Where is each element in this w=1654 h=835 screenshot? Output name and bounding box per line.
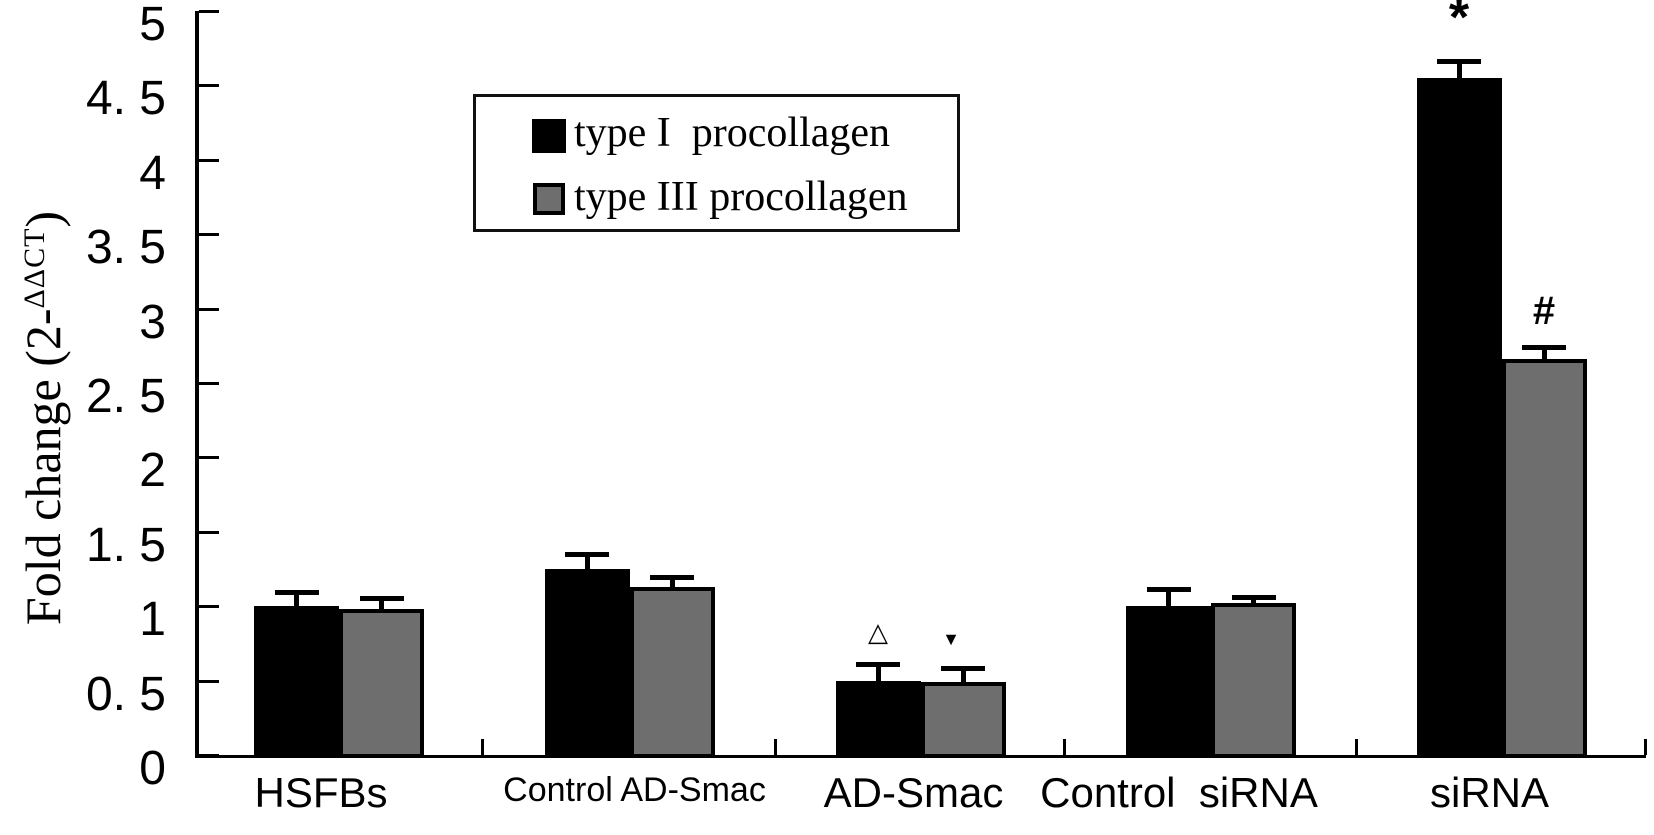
error-bar-cap xyxy=(274,590,319,596)
bar-typeI-3 xyxy=(835,680,921,758)
error-bar-whisker xyxy=(669,579,675,587)
y-axis-tick-label: 3 xyxy=(139,295,166,349)
y-axis-tick xyxy=(199,10,219,13)
error-bar-whisker xyxy=(875,665,881,681)
annotation-asterisk: * xyxy=(1448,0,1470,48)
error-bar-cap xyxy=(1231,594,1276,600)
error-bar-whisker xyxy=(1541,348,1547,360)
y-axis-tick-label: 1. 5 xyxy=(85,518,166,572)
y-axis-tick xyxy=(199,679,219,683)
error-bar-cap xyxy=(359,596,404,602)
y-axis-tick-label: 0 xyxy=(139,742,166,795)
annotation-hash: # xyxy=(1532,288,1556,333)
legend-label-type-III: type III procollagen xyxy=(574,174,908,220)
y-axis-line xyxy=(195,11,199,758)
legend-swatch-type-I-icon xyxy=(532,119,566,153)
y-axis-tick-label: 2. 5 xyxy=(85,370,166,423)
x-axis-divider-tick xyxy=(1355,739,1358,755)
x-axis-label-2: Control AD-Smac xyxy=(503,771,766,809)
y-axis-tick xyxy=(199,530,219,534)
error-bar-whisker xyxy=(1251,598,1256,604)
bar-typeI-4 xyxy=(1126,606,1211,758)
bar-typeI-1 xyxy=(254,606,339,758)
error-bar-whisker xyxy=(1456,63,1462,78)
legend-swatch-type-III-icon xyxy=(533,183,565,215)
y-axis-tick-label: 4. 5 xyxy=(85,72,166,126)
x-axis-divider-tick xyxy=(1644,739,1647,755)
error-bar-cap xyxy=(856,661,900,667)
error-bar-whisker xyxy=(960,670,966,683)
bar-typeI-2 xyxy=(544,569,630,758)
y-axis-tick-label: 3. 5 xyxy=(85,221,166,275)
y-axis-tick xyxy=(199,456,219,460)
y-axis-tick xyxy=(199,307,219,311)
bar-typeIII-3 xyxy=(920,682,1006,758)
x-axis-label-5: siRNA xyxy=(1429,769,1550,816)
x-axis-divider-tick xyxy=(774,739,777,755)
bar-typeIII-5 xyxy=(1501,359,1587,758)
y-axis-tick xyxy=(199,605,219,609)
error-bar-cap xyxy=(1437,59,1481,65)
annotation-open-triangle: △ xyxy=(868,616,888,647)
error-bar-cap xyxy=(650,575,694,581)
legend-label-type-I: type I procollagen xyxy=(574,110,891,156)
legend: type I procollagen type III procollagen xyxy=(473,94,960,232)
y-axis-tick-label: 1 xyxy=(139,593,166,647)
error-bar-whisker xyxy=(294,594,299,607)
y-axis-tick xyxy=(199,382,219,385)
y-axis-tick-label: 4 xyxy=(139,146,166,200)
x-axis-label-3: AD-Smac xyxy=(823,769,1004,816)
error-bar-cap xyxy=(1146,587,1191,593)
error-bar-whisker xyxy=(1166,591,1171,607)
error-bar-cap xyxy=(1522,344,1566,350)
x-axis-label-4: Control siRNA xyxy=(1040,769,1318,816)
error-bar-whisker xyxy=(379,600,384,610)
annotation-filled-down-triangle: ▼ xyxy=(942,629,960,650)
x-axis-divider-tick xyxy=(1063,739,1066,755)
bar-typeIII-4 xyxy=(1211,603,1296,758)
y-axis-tick xyxy=(199,84,219,88)
bar-typeIII-2 xyxy=(629,586,715,758)
y-axis-tick-label: 5 xyxy=(139,0,166,51)
y-axis-tick xyxy=(199,754,219,757)
error-bar-cap xyxy=(565,551,609,557)
error-bar-whisker xyxy=(584,555,590,569)
y-axis-tick-label: 0. 5 xyxy=(85,667,166,721)
y-axis-tick xyxy=(199,158,219,162)
x-axis-label-1: HSFBs xyxy=(254,769,388,816)
x-axis-divider-tick xyxy=(481,739,484,755)
y-axis-tick-label: 2 xyxy=(139,444,166,498)
bar-typeIII-1 xyxy=(339,609,424,758)
bar-typeI-5 xyxy=(1416,77,1502,758)
error-bar-cap xyxy=(941,666,985,672)
y-axis-tick xyxy=(199,233,219,237)
